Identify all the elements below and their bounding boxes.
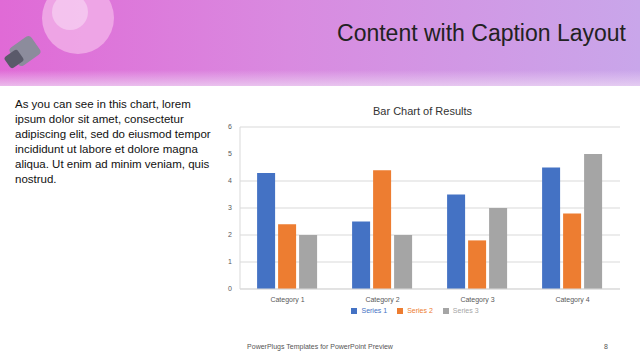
- svg-text:1: 1: [228, 258, 232, 265]
- html-text:Series 1: Series 1: [361, 307, 388, 314]
- svg-text:3: 3: [228, 204, 232, 211]
- svg-text:4: 4: [228, 177, 232, 184]
- svg-text:Category 4: Category 4: [555, 296, 589, 304]
- html-text:Bar Chart of Results: Bar Chart of Results: [373, 105, 472, 117]
- svg-text:Category 3: Category 3: [460, 296, 494, 304]
- svg-text:5: 5: [228, 150, 232, 157]
- html-text:Content with Caption Layout: Content with Caption Layout: [337, 20, 626, 46]
- svg-text:2: 2: [228, 231, 232, 238]
- svg-text:Category 2: Category 2: [365, 296, 399, 304]
- html-text:8: 8: [604, 343, 608, 350]
- svg-text:6: 6: [228, 123, 232, 130]
- svg-text:Category 1: Category 1: [270, 296, 304, 304]
- html-text:PowerPlugs Templates for Power: PowerPlugs Templates for PowerPoint Prev…: [247, 343, 393, 350]
- html-text:As you can see in this chart,: As you can see in this chart, lorem ipsu…: [15, 98, 211, 185]
- html-text:Series 3: Series 3: [452, 307, 479, 314]
- svg-text:0: 0: [228, 285, 232, 292]
- html-text:Series 2: Series 2: [407, 307, 433, 314]
